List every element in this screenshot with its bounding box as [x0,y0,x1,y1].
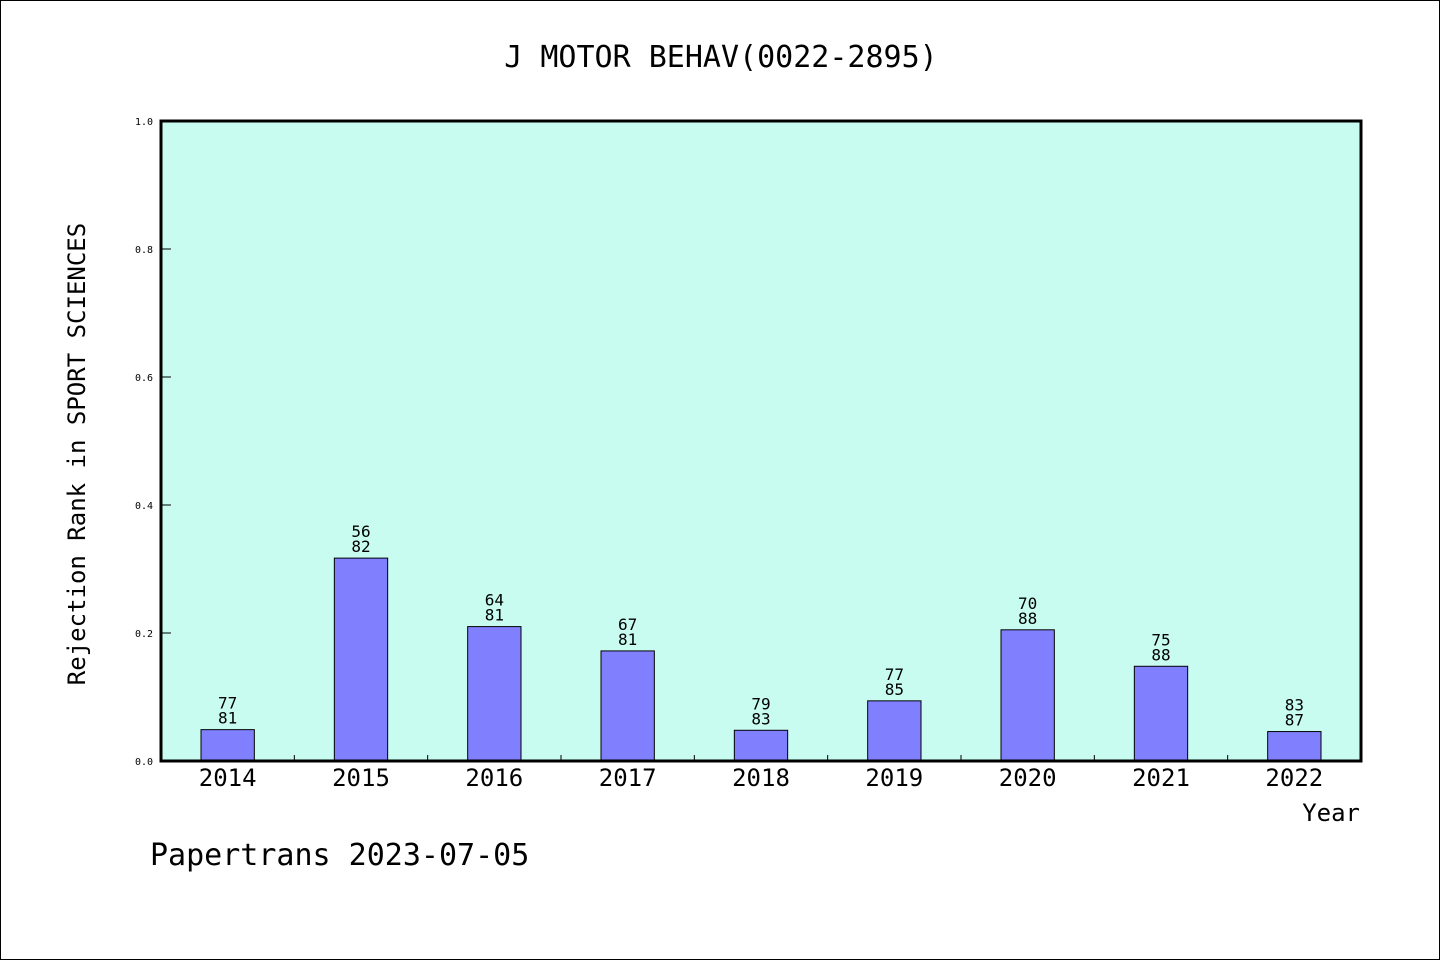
x-axis-ticks: 2014 2015 2016 2017 2018 2019 2020 2021 2022 [199,755,1323,792]
y-axis-label: Rejection Rank in SPORT SCIENCES [63,223,91,685]
footer-text: Papertrans 2023-07-05 [150,838,529,873]
y-tick-label: 0.2 [135,629,153,640]
bar-label-bottom: 87 [1285,711,1304,730]
chart-title: J MOTOR BEHAV(0022-2895) [504,40,937,75]
bar-label-top: 56 [351,522,370,541]
plot-border [159,119,1363,763]
bar-2018 [733,729,789,762]
bar-label-top: 77 [885,665,904,684]
bar-label-bottom: 81 [618,630,637,649]
y-tick-label: 0.4 [135,501,153,512]
bar-label-bottom: 88 [1018,609,1037,628]
bar-label-bottom: 88 [1151,645,1170,664]
bar-2019 [867,700,922,762]
bar-label-top: 64 [485,591,504,610]
x-tick-label: 2016 [465,764,523,792]
bar-label-bottom: 81 [485,606,504,625]
x-tick-label: 2019 [865,764,923,792]
bar-label-bottom: 85 [885,680,904,699]
bar-2022 [1267,731,1322,762]
bar-label-bottom: 82 [351,537,370,556]
bar-label-bottom: 81 [218,709,237,728]
y-tick-label: 1.0 [135,117,153,128]
bar-2016 [467,626,522,762]
x-tick-label: 2022 [1265,764,1323,792]
bar-label-top: 67 [618,615,637,634]
bar-label-top: 77 [218,694,237,713]
x-axis-label: Year [1302,799,1360,827]
y-tick-label: 0.0 [135,757,153,768]
bar-label-top: 83 [1285,696,1304,715]
bar-2021 [1133,665,1189,762]
bar-2014 [200,729,255,762]
bar-label-top: 75 [1151,630,1170,649]
bar-label-top: 70 [1018,594,1037,613]
x-tick-label: 2018 [732,764,790,792]
bar-2015 [333,557,389,762]
y-tick-label: 0.8 [135,245,153,256]
y-tick-label: 0.6 [135,373,153,384]
bar-label-top: 79 [751,694,770,713]
bar-2017 [600,650,655,762]
x-tick-label: 2021 [1132,764,1190,792]
x-tick-label: 2014 [199,764,257,792]
bar-2020 [1000,629,1055,762]
x-tick-label: 2015 [332,764,390,792]
bars-group [200,557,1322,762]
x-tick-label: 2020 [999,764,1057,792]
x-tick-label: 2017 [599,764,657,792]
bar-label-bottom: 83 [751,709,770,728]
